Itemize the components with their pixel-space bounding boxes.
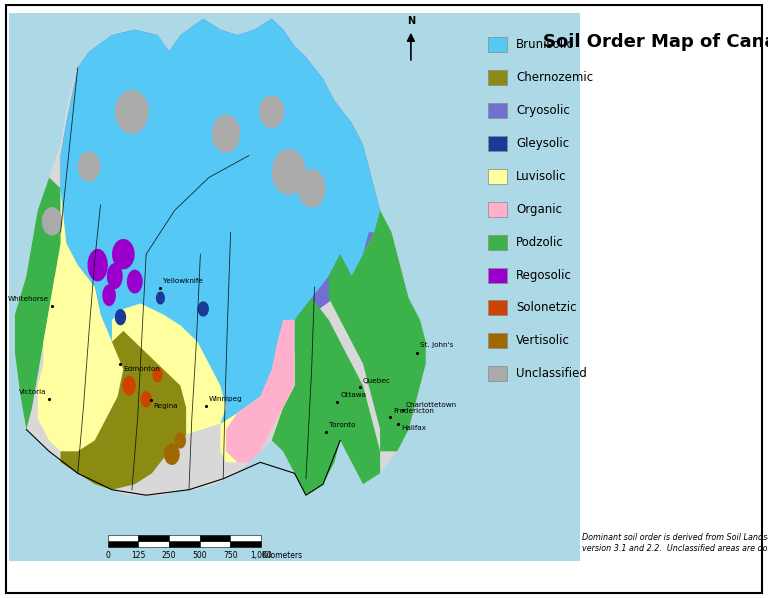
Polygon shape — [212, 115, 240, 153]
Polygon shape — [197, 301, 209, 316]
Bar — [488, 136, 507, 151]
Text: St. John's: St. John's — [420, 343, 453, 349]
Text: Podzolic: Podzolic — [516, 236, 564, 249]
Text: Ottawa: Ottawa — [340, 392, 366, 398]
Polygon shape — [272, 149, 306, 195]
Text: Soil Order Map of Canada: Soil Order Map of Canada — [543, 33, 768, 51]
Polygon shape — [220, 353, 295, 462]
Bar — [200, 541, 230, 547]
Polygon shape — [102, 284, 116, 306]
Text: Cryosolic: Cryosolic — [516, 104, 570, 117]
Bar — [488, 267, 507, 282]
Text: 125: 125 — [131, 551, 145, 560]
Bar — [488, 70, 507, 86]
Text: 750: 750 — [223, 551, 238, 560]
Bar — [488, 234, 507, 250]
Polygon shape — [112, 303, 226, 435]
Text: Regina: Regina — [154, 402, 178, 408]
Bar — [9, 13, 580, 561]
Polygon shape — [61, 19, 380, 435]
Polygon shape — [15, 19, 425, 495]
Text: 1,000: 1,000 — [250, 551, 272, 560]
Bar — [488, 334, 507, 348]
Polygon shape — [15, 178, 66, 429]
Polygon shape — [115, 90, 149, 133]
Polygon shape — [115, 309, 126, 325]
Bar — [138, 541, 169, 547]
Text: Solonetzic: Solonetzic — [516, 301, 577, 315]
Polygon shape — [156, 291, 165, 304]
Polygon shape — [153, 367, 163, 382]
Bar — [108, 535, 138, 541]
Text: Gleysolic: Gleysolic — [516, 137, 569, 150]
Bar — [488, 103, 507, 118]
Text: 500: 500 — [192, 551, 207, 560]
Polygon shape — [122, 376, 136, 395]
Bar — [488, 169, 507, 184]
Polygon shape — [226, 320, 295, 462]
Text: Charlottetown: Charlottetown — [406, 401, 457, 408]
Bar — [230, 541, 261, 547]
Text: Fredericton: Fredericton — [393, 408, 434, 414]
Polygon shape — [112, 239, 134, 270]
Text: Organic: Organic — [516, 203, 562, 216]
Text: Luvisolic: Luvisolic — [516, 170, 567, 183]
Text: Vertisolic: Vertisolic — [516, 334, 570, 347]
Bar — [138, 535, 169, 541]
Bar — [488, 202, 507, 216]
Polygon shape — [329, 210, 425, 451]
Text: 250: 250 — [162, 551, 176, 560]
Text: Yellowknife: Yellowknife — [164, 277, 204, 284]
Text: Quebec: Quebec — [363, 378, 391, 384]
Bar — [200, 535, 230, 541]
Polygon shape — [38, 188, 124, 451]
Text: Brunisolic: Brunisolic — [516, 38, 574, 51]
Text: Unclassified: Unclassified — [516, 367, 587, 380]
Polygon shape — [15, 19, 425, 495]
Bar — [169, 535, 200, 541]
Polygon shape — [141, 391, 152, 407]
Polygon shape — [297, 169, 326, 208]
Polygon shape — [272, 298, 380, 495]
Text: Victoria: Victoria — [18, 389, 46, 395]
Polygon shape — [164, 443, 180, 465]
Text: Regosolic: Regosolic — [516, 269, 572, 282]
Text: Toronto: Toronto — [329, 422, 356, 428]
Polygon shape — [61, 331, 186, 490]
Polygon shape — [78, 151, 101, 182]
Bar — [230, 535, 261, 541]
Polygon shape — [175, 432, 186, 448]
Bar — [488, 37, 507, 52]
Text: Whitehorse: Whitehorse — [8, 296, 49, 302]
Text: N: N — [407, 16, 415, 26]
Text: Edmonton: Edmonton — [124, 366, 161, 372]
Bar — [9, 13, 580, 561]
Bar — [488, 366, 507, 382]
Polygon shape — [107, 263, 123, 289]
Text: 0: 0 — [105, 551, 110, 560]
Polygon shape — [61, 19, 380, 320]
Text: Halifax: Halifax — [401, 425, 426, 431]
Bar — [169, 541, 200, 547]
Polygon shape — [61, 188, 295, 435]
Text: Winnipeg: Winnipeg — [209, 396, 243, 402]
Text: Chernozemic: Chernozemic — [516, 71, 593, 84]
Text: Kilometers: Kilometers — [261, 551, 303, 560]
Text: Dominant soil order is derived from Soil Landscapes of Canada
version 3.1 and 2.: Dominant soil order is derived from Soil… — [582, 533, 768, 553]
Polygon shape — [88, 249, 108, 282]
Bar — [488, 300, 507, 316]
Polygon shape — [127, 270, 143, 294]
Polygon shape — [41, 207, 62, 236]
Bar — [108, 541, 138, 547]
Polygon shape — [260, 95, 284, 128]
